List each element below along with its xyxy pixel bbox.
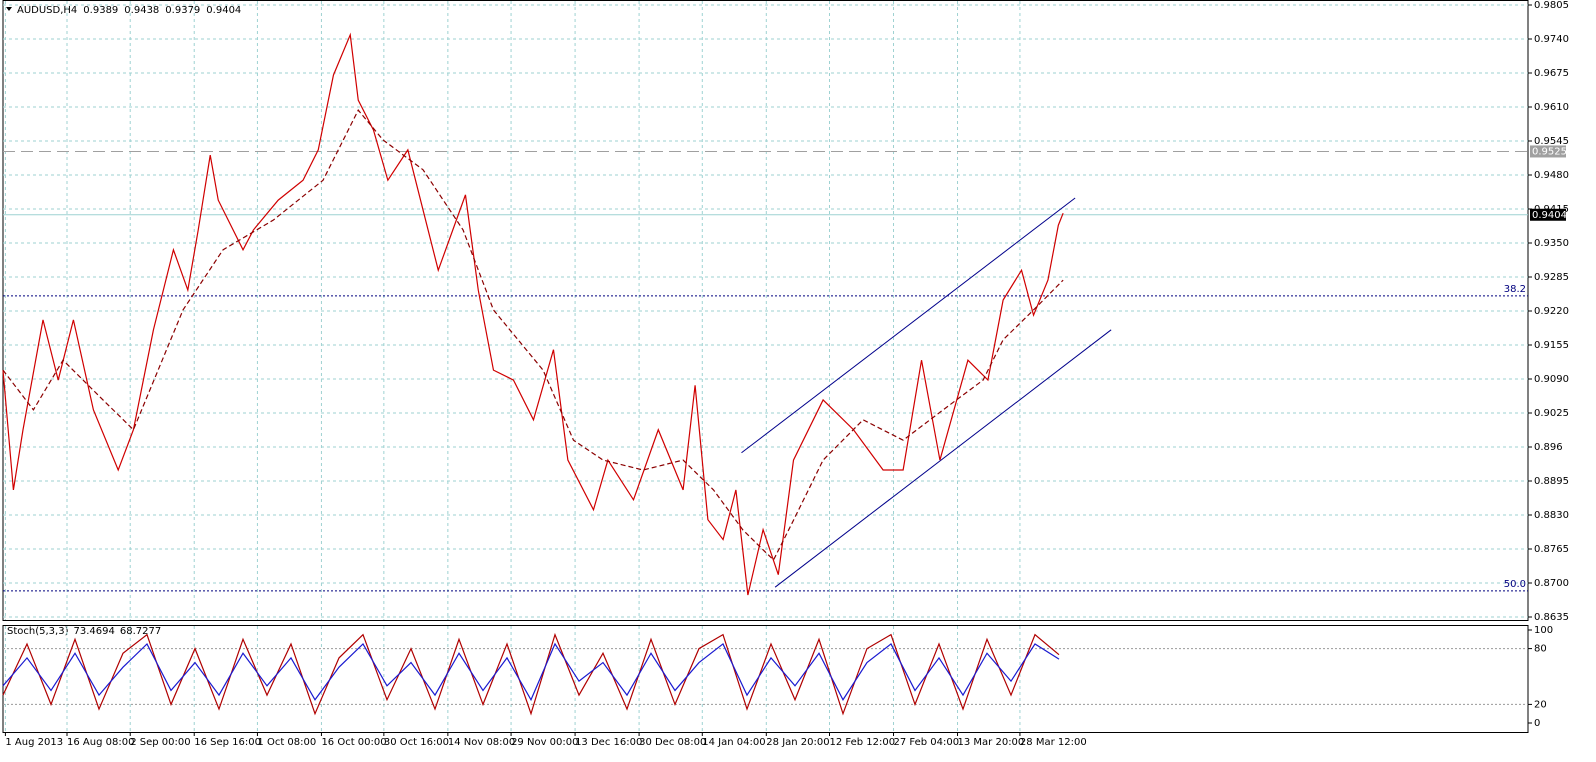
symbol: AUDUSD,H4: [17, 5, 77, 16]
y-tick-label: 0.8895: [1534, 476, 1569, 487]
y-tick-label: 0.9090: [1534, 374, 1569, 385]
y-tick-label: 0.8700: [1534, 578, 1569, 589]
y-tick-label: 0.8765: [1534, 544, 1569, 555]
x-tick-label: 29 Nov 00:00: [511, 737, 578, 748]
osc-value: 73.4694: [73, 626, 114, 637]
level-label: 0.9525: [1532, 146, 1567, 157]
series-line: [2, 642, 1060, 702]
y-tick-label: 0.9610: [1534, 102, 1569, 113]
y-tick-label: 0.9155: [1534, 340, 1569, 351]
x-tick-label: 13 Mar 20:00: [958, 737, 1025, 748]
y-tick-label: 0.9025: [1534, 408, 1569, 419]
fib-label: 38.2: [1504, 284, 1526, 295]
y-tick-label: 0.8830: [1534, 510, 1569, 521]
x-tick-label: 16 Sep 16:00: [194, 737, 261, 748]
y-tick-label: 0.9350: [1534, 238, 1569, 249]
series-line: [2, 109, 1064, 561]
x-tick-label: 2 Sep 00:00: [130, 737, 190, 748]
osc-tick-label: 0: [1534, 718, 1540, 729]
x-tick-label: 28 Mar 12:00: [1020, 737, 1087, 748]
osc-tick-label: 80: [1534, 644, 1547, 655]
x-tick-label: 1 Oct 08:00: [257, 737, 316, 748]
x-tick-label: 1 Aug 2013: [5, 737, 63, 748]
y-tick-label: 0.9480: [1534, 170, 1569, 181]
y-tick-label: 0.896: [1534, 442, 1563, 453]
x-tick-label: 27 Feb 04:00: [894, 737, 960, 748]
fib-label: 50.0: [1504, 579, 1526, 590]
high: 0.9438: [124, 5, 159, 16]
y-tick-label: 0.9805: [1534, 0, 1569, 11]
low: 0.9379: [165, 5, 200, 16]
x-tick-label: 14 Nov 08:00: [448, 737, 515, 748]
x-tick-label: 30 Oct 16:00: [384, 737, 449, 748]
level-label-box: [1530, 145, 1566, 158]
osc-tick-label: 100: [1534, 625, 1553, 636]
x-tick-label: 12 Feb 12:00: [830, 737, 896, 748]
price-label: 0.9404: [1532, 210, 1567, 221]
x-tick-label: 16 Oct 00:00: [321, 737, 386, 748]
channel-line: [774, 329, 1112, 588]
y-tick-label: 0.9545: [1534, 136, 1569, 147]
price-label-box: [1530, 208, 1566, 221]
osc-tick-label: 20: [1534, 699, 1547, 710]
x-tick-label: 30 Dec 08:00: [639, 737, 706, 748]
series-line: [2, 32, 1064, 596]
y-tick-label: 0.9220: [1534, 306, 1569, 317]
oscillator-name: Stoch(5,3,3): [7, 626, 69, 637]
y-tick-label: 0.8635: [1534, 612, 1569, 623]
x-tick-label: 16 Aug 08:00: [67, 737, 134, 748]
osc-value: 68.7277: [120, 626, 161, 637]
x-tick-label: 13 Dec 16:00: [575, 737, 642, 748]
y-tick-label: 0.9675: [1534, 68, 1569, 79]
close: 0.9404: [206, 5, 241, 16]
x-tick-label: 14 Jan 04:00: [702, 737, 765, 748]
open: 0.9389: [83, 5, 118, 16]
channel-line: [741, 197, 1076, 454]
y-tick-label: 0.9285: [1534, 272, 1569, 283]
menu-arrow: [6, 7, 12, 11]
y-tick-label: 0.9740: [1534, 34, 1569, 45]
series-line: [2, 632, 1060, 716]
oscillator-pane: [2, 625, 1529, 733]
x-tick-label: 28 Jan 20:00: [766, 737, 829, 748]
